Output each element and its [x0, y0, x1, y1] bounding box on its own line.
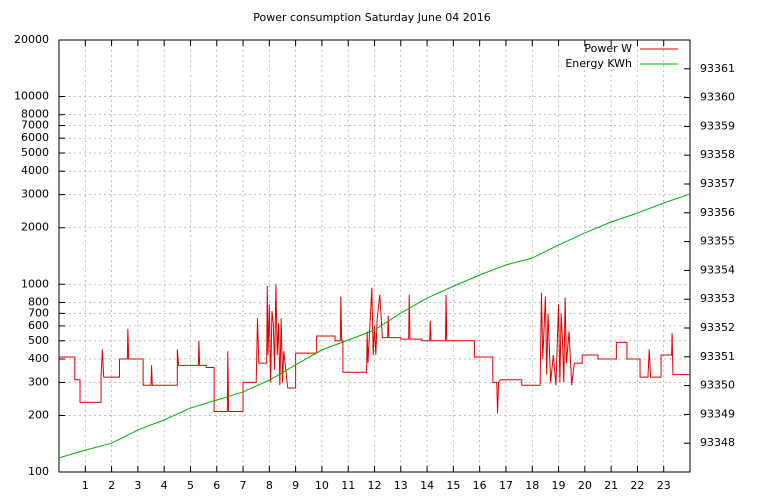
x-tick-label: 7 [240, 479, 247, 492]
y-tick-label: 800 [28, 295, 49, 308]
y-tick-label: 3000 [21, 188, 49, 201]
y-tick-label: 10000 [14, 90, 49, 103]
legend-label: Energy KWh [565, 57, 632, 70]
x-tick-label: 15 [446, 479, 460, 492]
y2-tick-label: 93361 [700, 62, 735, 75]
x-tick-label: 22 [630, 479, 644, 492]
x-tick-label: 8 [266, 479, 273, 492]
y-tick-label: 4000 [21, 164, 49, 177]
y2-tick-label: 93353 [700, 292, 735, 305]
y-tick-label: 600 [28, 319, 49, 332]
y2-tick-label: 93360 [700, 91, 735, 104]
x-tick-label: 3 [134, 479, 141, 492]
data-line [59, 284, 690, 414]
legend-label: Power W [584, 42, 632, 55]
y-tick-label: 20000 [14, 33, 49, 46]
x-tick-label: 18 [525, 479, 539, 492]
y2-tick-label: 93356 [700, 206, 735, 219]
y2-tick-label: 93357 [700, 177, 735, 190]
x-tick-label: 14 [420, 479, 434, 492]
y2-tick-label: 93348 [700, 436, 735, 449]
y2-tick-label: 93349 [700, 407, 735, 420]
x-tick-label: 17 [499, 479, 513, 492]
y-tick-label: 6000 [21, 131, 49, 144]
y2-tick-label: 93352 [700, 321, 735, 334]
x-tick-label: 12 [368, 479, 382, 492]
x-tick-label: 4 [161, 479, 168, 492]
y2-tick-label: 93355 [700, 235, 735, 248]
y2-tick-label: 93350 [700, 379, 735, 392]
y-tick-label: 100 [28, 465, 49, 478]
y-tick-label: 200 [28, 408, 49, 421]
y-tick-label: 700 [28, 306, 49, 319]
data-line [58, 193, 691, 459]
x-tick-label: 20 [578, 479, 592, 492]
y2-tick-label: 93354 [700, 263, 735, 276]
y-tick-label: 2000 [21, 221, 49, 234]
x-tick-label: 2 [108, 479, 115, 492]
x-tick-label: 1 [82, 479, 89, 492]
y-tick-label: 300 [28, 375, 49, 388]
x-tick-label: 11 [341, 479, 355, 492]
y-tick-label: 5000 [21, 146, 49, 159]
x-tick-label: 5 [187, 479, 194, 492]
x-tick-label: 13 [394, 479, 408, 492]
y2-tick-label: 93358 [700, 148, 735, 161]
x-tick-label: 9 [292, 479, 299, 492]
y-tick-label: 400 [28, 352, 49, 365]
x-tick-label: 19 [552, 479, 566, 492]
chart-title: Power consumption Saturday June 04 2016 [253, 11, 490, 24]
y2-tick-label: 93351 [700, 350, 735, 363]
y-tick-label: 8000 [21, 108, 49, 121]
x-tick-label: 16 [473, 479, 487, 492]
x-tick-label: 23 [657, 479, 671, 492]
y2-tick-label: 93359 [700, 119, 735, 132]
x-tick-label: 10 [315, 479, 329, 492]
y-tick-label: 1000 [21, 277, 49, 290]
y-tick-label: 500 [28, 334, 49, 347]
x-tick-label: 21 [604, 479, 618, 492]
x-tick-label: 6 [213, 479, 220, 492]
y-tick-label: 7000 [21, 119, 49, 132]
